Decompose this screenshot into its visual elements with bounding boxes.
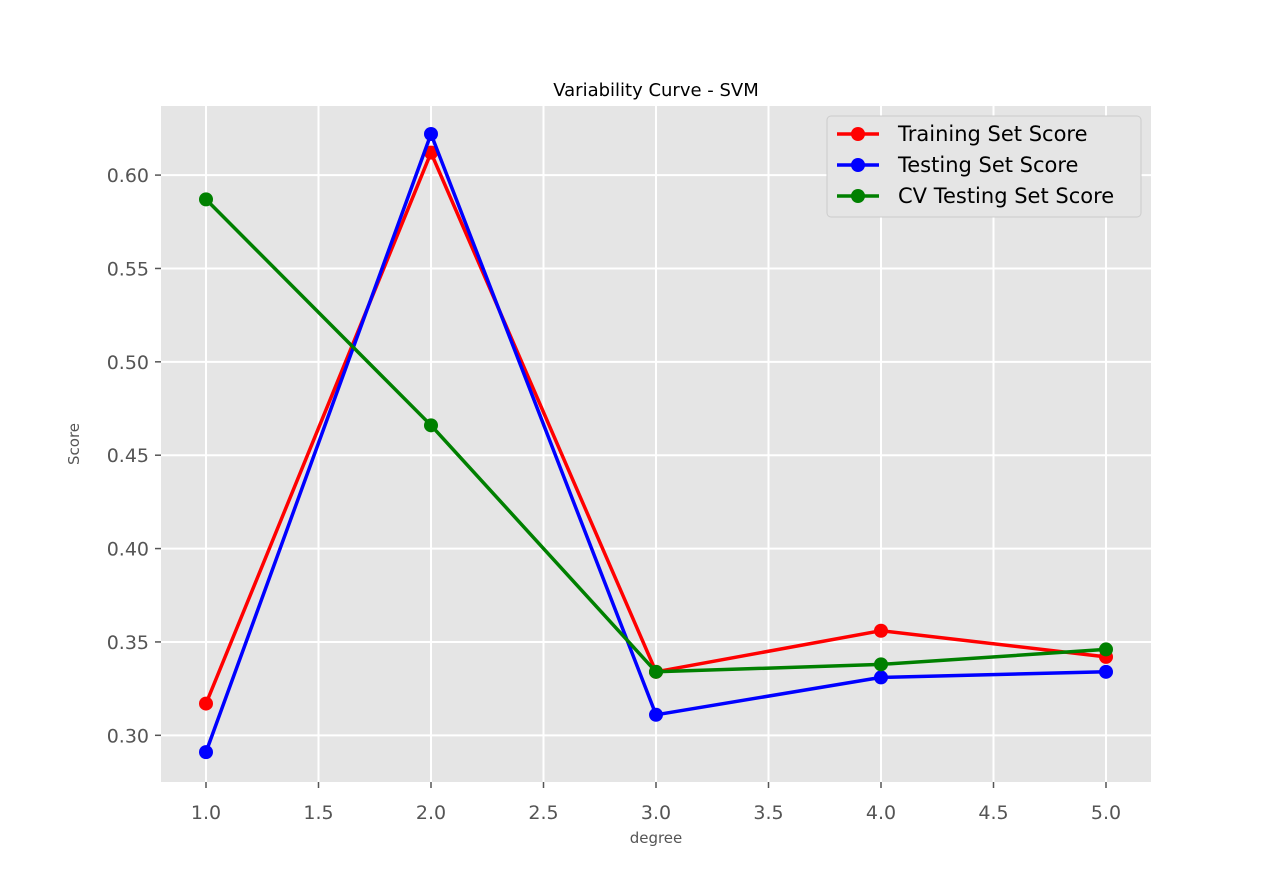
y-tick-label: 0.45 [107, 445, 149, 467]
series-group [199, 127, 1113, 760]
chart-title: Variability Curve - SVM [553, 80, 759, 101]
legend-marker [851, 189, 865, 203]
data-point [874, 670, 888, 685]
x-tick-label: 2.0 [416, 802, 446, 824]
y-tick-label: 0.35 [107, 632, 149, 654]
x-tick-label: 2.5 [528, 802, 558, 824]
legend-box [826, 115, 1142, 218]
data-point [649, 664, 663, 679]
x-axis-label: degree [630, 829, 683, 847]
data-point [649, 707, 663, 722]
y-tick-label: 0.40 [107, 539, 149, 561]
data-point [424, 145, 438, 160]
data-point [199, 696, 213, 711]
legend-label: Training Set Score [897, 122, 1088, 146]
data-point [1099, 664, 1113, 679]
x-tick-label: 4.0 [866, 802, 896, 824]
series-cv-testing-set-score [199, 192, 1113, 679]
x-tick-label: 3.5 [753, 802, 783, 824]
data-point [199, 192, 213, 207]
y-axis-ticks: 0.30 0.35 0.40 0.45 0.50 0.55 0.60 [107, 165, 161, 747]
y-tick-label: 0.55 [107, 258, 149, 280]
y-tick-label: 0.30 [107, 725, 149, 747]
legend-label: CV Testing Set Score [898, 184, 1114, 208]
x-tick-label: 4.5 [978, 802, 1008, 824]
data-point [874, 623, 888, 638]
data-point [199, 745, 213, 760]
y-tick-label: 0.60 [107, 165, 149, 187]
legend-item: Testing Set Score [837, 153, 1078, 177]
data-point [874, 657, 888, 672]
series-testing-set-score [199, 127, 1113, 760]
data-point [424, 418, 438, 433]
legend-marker [851, 127, 865, 141]
y-tick-label: 0.50 [107, 352, 149, 374]
legend-item: Training Set Score [837, 122, 1088, 146]
y-axis-label: Score [65, 423, 83, 465]
legend-item: CV Testing Set Score [837, 184, 1114, 208]
data-point [1099, 642, 1113, 657]
legend: Training Set Score Testing Set Score CV Te… [826, 115, 1142, 218]
x-axis-ticks: 1.0 1.5 2.0 2.5 3.0 3.5 4.0 4.5 5.0 [191, 782, 1121, 824]
x-tick-label: 1.5 [303, 802, 333, 824]
data-point [424, 127, 438, 142]
legend-marker [851, 158, 865, 172]
x-tick-label: 5.0 [1091, 802, 1121, 824]
legend-label: Testing Set Score [897, 153, 1078, 177]
x-tick-label: 3.0 [641, 802, 671, 824]
x-tick-label: 1.0 [191, 802, 221, 824]
